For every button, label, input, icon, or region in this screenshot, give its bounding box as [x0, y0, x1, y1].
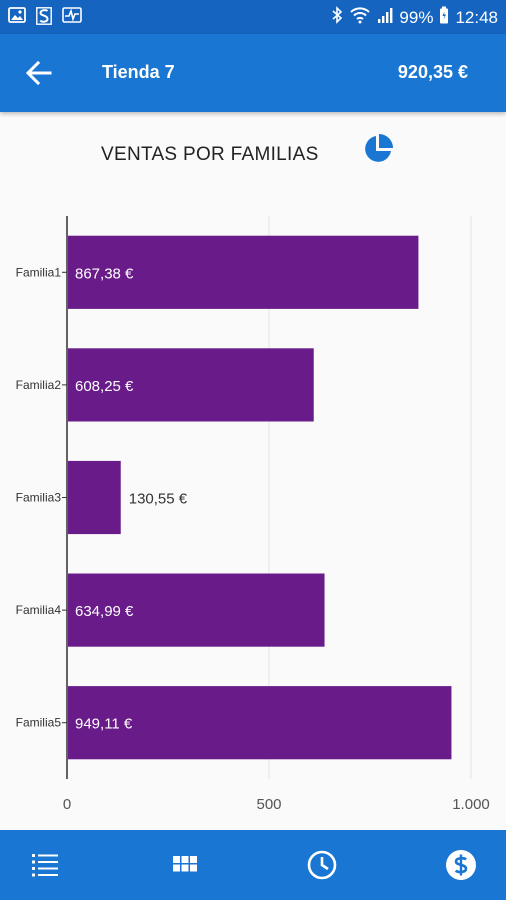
nav-grid-button[interactable]	[169, 849, 201, 881]
total-amount: 920,35 €	[397, 62, 468, 82]
nav-sales-button[interactable]	[445, 849, 477, 881]
page-title: Tienda 7	[102, 62, 175, 82]
arrow-left-icon	[22, 60, 56, 94]
list-icon	[29, 854, 61, 885]
status-bar: 99% 12:48	[0, 0, 506, 34]
clock-icon	[306, 850, 338, 885]
activity-icon	[62, 7, 82, 30]
bottom-navigation	[0, 830, 506, 900]
bar	[68, 348, 314, 422]
data-label: 130,55 €	[129, 491, 188, 508]
data-label: 867,38 €	[75, 265, 134, 282]
category-label: Familia5	[16, 716, 62, 730]
x-tick-label: 500	[256, 796, 281, 813]
bar	[68, 460, 121, 535]
bar	[68, 573, 325, 647]
battery-percent: 99%	[399, 7, 434, 27]
pie-chart-icon	[362, 134, 394, 169]
nav-history-button[interactable]	[306, 849, 338, 881]
grid-icon	[169, 856, 201, 885]
bar	[68, 235, 419, 309]
data-label: 608,25 €	[75, 378, 134, 395]
battery-icon	[439, 6, 449, 29]
category-label: Familia4	[16, 603, 62, 617]
pie-chart-toggle-button[interactable]	[362, 133, 394, 165]
bluetooth-icon	[331, 6, 343, 29]
data-label: 949,11 €	[75, 716, 133, 733]
category-label: Familia1	[16, 265, 62, 279]
back-button[interactable]	[22, 56, 56, 90]
x-tick-label: 1.000	[452, 796, 490, 813]
clock-time: 12:48	[455, 7, 498, 27]
nav-list-button[interactable]	[29, 849, 61, 881]
wifi-icon	[349, 6, 371, 29]
s-app-icon	[36, 7, 52, 30]
dollar-icon	[445, 850, 477, 885]
x-tick-label: 0	[63, 796, 71, 813]
bar	[68, 686, 452, 760]
category-label: Familia3	[16, 491, 62, 505]
chart-title: VENTAS POR FAMILIAS	[101, 144, 319, 165]
category-label: Familia2	[16, 378, 62, 392]
gallery-icon	[8, 7, 26, 30]
signal-icon	[377, 6, 393, 29]
bar-chart: 0 500 1.000 Familia1 867,38 € Familia2 608,25 …	[16, 216, 490, 813]
app-bar: Tienda 7 920,35 €	[0, 34, 506, 112]
data-label: 634,99 €	[75, 603, 134, 620]
